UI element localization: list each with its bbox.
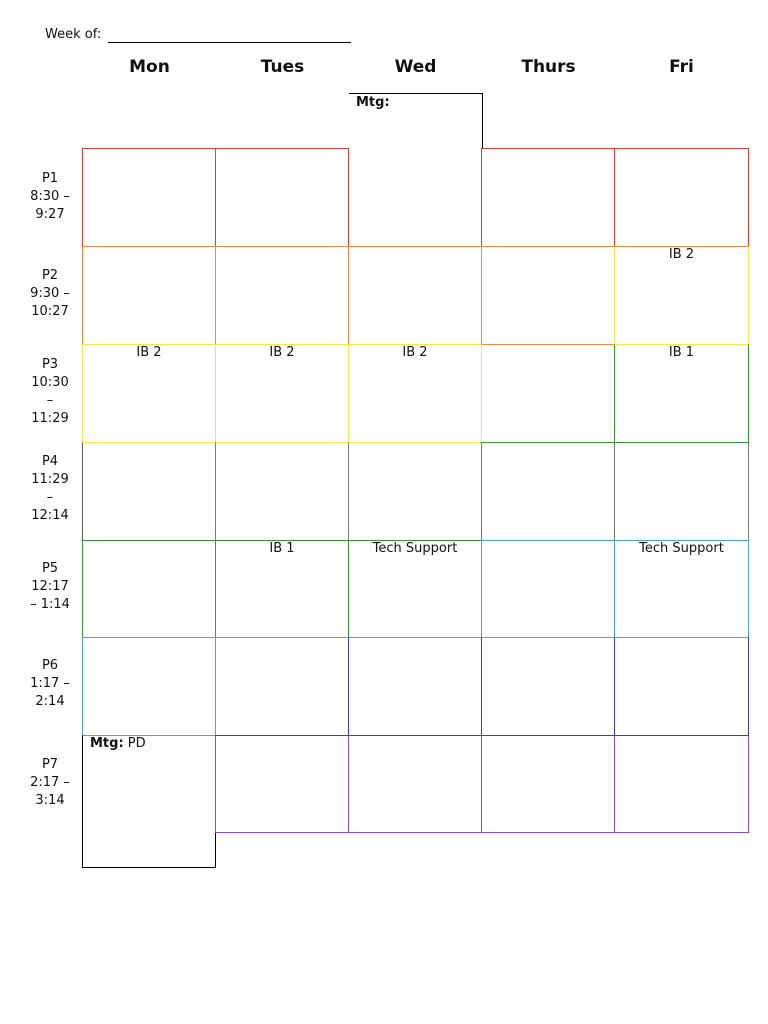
cell-p2-wed[interactable] — [348, 246, 482, 345]
cell-p3-mon-text: IB 2 — [136, 345, 162, 360]
day-header-thurs: Thurs — [521, 57, 576, 77]
cell-p4-thurs[interactable] — [481, 442, 615, 541]
cell-p4-mon[interactable] — [82, 442, 216, 541]
cell-p4-wed[interactable] — [348, 442, 482, 541]
cell-p5-fri-text: Tech Support — [639, 541, 724, 556]
cell-p5-tues[interactable]: IB 1 — [215, 540, 349, 638]
week-of-label: Week of: — [45, 27, 102, 42]
day-header-fri: Fri — [669, 57, 694, 77]
cell-p2-fri-text: IB 2 — [668, 247, 695, 262]
period-label-p5: P5 12:17– 1:14 — [30, 561, 70, 612]
cell-p5-wed-text: Tech Support — [372, 541, 458, 556]
mon-meeting-label: Mtg: — [90, 736, 124, 751]
mon-meeting-box[interactable]: Mtg: PD — [82, 735, 216, 868]
cell-p4-tues[interactable] — [215, 442, 349, 541]
day-header-wed: Wed — [394, 57, 437, 77]
cell-p1-tues[interactable] — [215, 148, 349, 247]
cell-p3-tues-text: IB 2 — [269, 345, 295, 360]
day-header-tues: Tues — [260, 57, 305, 77]
cell-p2-mon[interactable] — [82, 246, 216, 345]
cell-p7-thurs[interactable] — [481, 735, 615, 833]
cell-p6-fri[interactable] — [614, 637, 749, 736]
cell-p6-thurs[interactable] — [481, 637, 615, 736]
wed-meeting-box[interactable]: Mtg: — [349, 93, 483, 149]
week-of-blank-line[interactable] — [108, 42, 351, 43]
cell-p7-tues[interactable] — [215, 735, 349, 833]
cell-p3-wed[interactable]: IB 2 — [348, 344, 482, 443]
cell-p3-fri-text: IB 1 — [668, 345, 695, 360]
period-label-p6: P6 1:17 –2:14 — [30, 658, 70, 709]
cell-p6-wed[interactable] — [348, 637, 482, 736]
cell-p5-thurs[interactable] — [481, 540, 615, 638]
cell-p1-fri[interactable] — [614, 148, 749, 247]
period-label-p4: P4 11:29–12:14 — [31, 454, 69, 523]
cell-p2-thurs[interactable] — [481, 246, 615, 345]
cell-p1-thurs[interactable] — [481, 148, 615, 247]
cell-p3-fri[interactable]: IB 1 — [614, 344, 749, 443]
day-header-mon: Mon — [129, 57, 170, 77]
period-label-p3: P3 10:30–11:29 — [31, 357, 69, 426]
period-label-p1: P1 8:30 –9:27 — [30, 171, 70, 222]
cell-p6-tues[interactable] — [215, 637, 349, 736]
cell-p5-tues-text: IB 1 — [269, 541, 295, 556]
cell-p3-wed-text: IB 2 — [402, 345, 428, 360]
wed-meeting-label: Mtg: — [356, 95, 390, 110]
cell-p7-wed[interactable] — [348, 735, 482, 833]
cell-p2-tues[interactable] — [215, 246, 349, 345]
cell-p4-fri[interactable] — [614, 442, 749, 541]
cell-p3-tues[interactable]: IB 2 — [215, 344, 349, 443]
cell-p2-fri[interactable]: IB 2 — [614, 246, 749, 345]
cell-p3-mon[interactable]: IB 2 — [82, 344, 216, 443]
cell-p7-fri[interactable] — [614, 735, 749, 833]
period-label-p7: P7 2:17 –3:14 — [30, 757, 70, 808]
period-label-p2: P2 9:30 –10:27 — [30, 268, 70, 319]
cell-p5-mon[interactable] — [82, 540, 216, 638]
cell-p5-fri[interactable]: Tech Support — [614, 540, 749, 638]
cell-p1-mon[interactable] — [82, 148, 216, 247]
cell-p6-mon[interactable] — [82, 637, 216, 736]
cell-p3-thurs[interactable] — [481, 344, 615, 443]
cell-p5-wed[interactable]: Tech Support — [348, 540, 482, 638]
mon-meeting-text: PD — [127, 736, 146, 751]
